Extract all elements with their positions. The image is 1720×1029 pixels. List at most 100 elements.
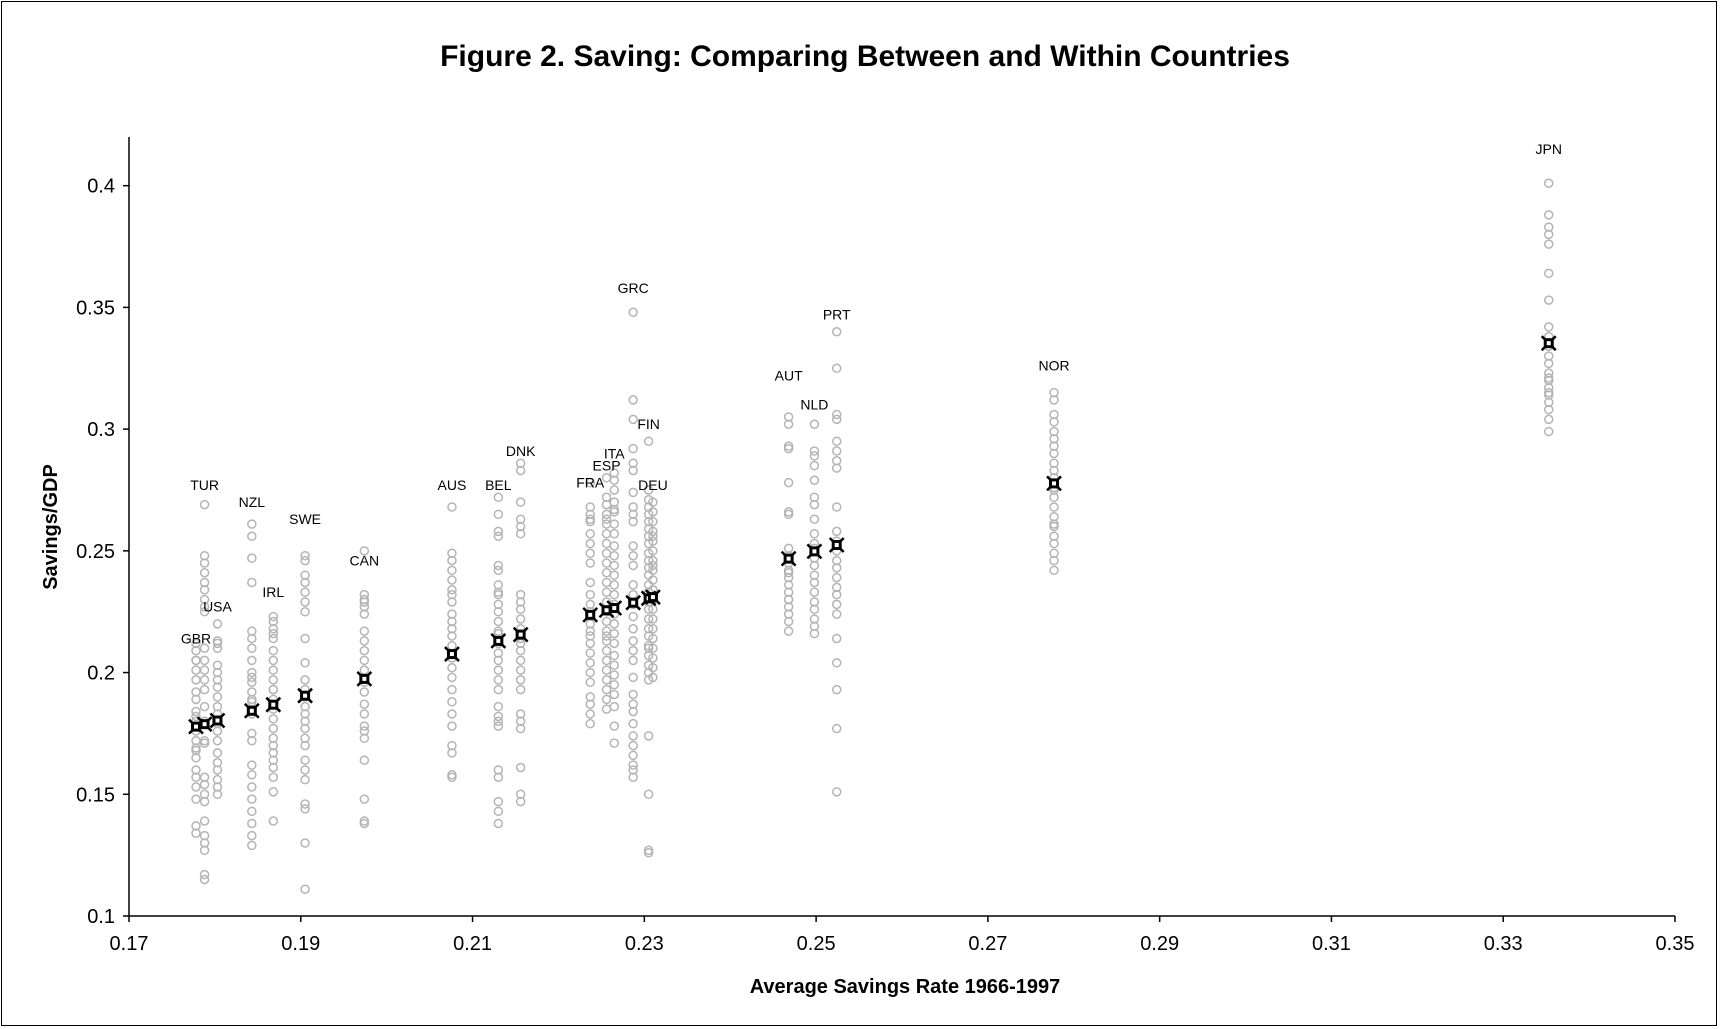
annual-point-nld	[809, 419, 820, 430]
annual-point-bel	[493, 684, 504, 695]
annual-point-dnk	[515, 675, 526, 685]
annual-point-grc	[628, 307, 638, 318]
annual-point-deu	[648, 526, 658, 537]
annual-point-nzl	[247, 677, 257, 688]
annual-point-grc	[628, 760, 638, 770]
annual-point-prt	[831, 502, 842, 512]
annual-point-swe	[300, 765, 310, 775]
annual-point-aus	[447, 641, 457, 651]
annual-point-ita	[609, 638, 620, 649]
annual-point-gbr	[191, 794, 201, 804]
annual-point-bel	[493, 701, 504, 712]
y-tick-label: 0.25	[76, 541, 115, 563]
country-label-tur: TUR	[190, 477, 219, 493]
country-label-nzl: NZL	[239, 494, 266, 510]
annual-point-ita	[609, 570, 620, 580]
annual-point-usa	[212, 643, 223, 653]
annual-point-aut	[783, 626, 794, 636]
annual-point-esp	[601, 645, 612, 656]
annual-point-swe	[300, 723, 310, 734]
annual-point-can	[359, 726, 370, 736]
country-label-esp: ESP	[593, 458, 621, 474]
annual-point-deu	[648, 643, 658, 653]
annual-point-aus	[447, 662, 457, 673]
x-tick-label: 0.35	[1656, 933, 1695, 955]
annual-point-bel	[493, 606, 504, 617]
country-label-gbr: GBR	[181, 630, 211, 646]
country-label-dnk: DNK	[506, 443, 536, 459]
annual-point-aus	[447, 589, 457, 600]
x-tick-label: 0.21	[453, 933, 492, 955]
annual-point-tur	[199, 499, 210, 510]
annual-point-aus	[447, 709, 457, 719]
average-marker-jpn	[1540, 335, 1557, 352]
annual-point-prt	[831, 589, 842, 600]
annual-point-tur	[199, 665, 210, 675]
annual-point-deu	[648, 497, 658, 507]
annual-point-bel	[493, 711, 504, 722]
annual-point-deu	[648, 604, 658, 615]
annual-point-usa	[212, 748, 223, 758]
annual-point-dnk	[515, 723, 526, 734]
annual-point-deu	[648, 633, 658, 644]
annual-point-prt	[831, 327, 842, 337]
annual-point-aus	[447, 575, 457, 585]
annual-point-tur	[199, 796, 210, 807]
annual-point-can	[359, 755, 370, 765]
annual-point-nzl	[247, 840, 257, 851]
country-label-aut: AUT	[775, 367, 803, 383]
annual-point-grc	[628, 655, 638, 666]
annual-point-aus	[447, 565, 457, 576]
annual-point-grc	[628, 689, 638, 700]
average-marker-deu	[645, 589, 661, 605]
annual-point-can	[359, 626, 370, 636]
annual-point-gbr	[191, 828, 201, 838]
annual-point-irl	[268, 665, 279, 675]
country-label-bel: BEL	[485, 477, 512, 493]
annual-point-ita	[609, 529, 620, 539]
annual-point-bel	[493, 716, 504, 726]
annual-point-nor	[1049, 565, 1059, 576]
annual-point-bel	[493, 655, 504, 666]
annual-point-gbr	[191, 665, 201, 675]
annual-point-irl	[268, 628, 279, 639]
annual-point-ita	[609, 679, 620, 690]
annual-point-swe	[300, 774, 310, 785]
annual-point-prt	[831, 409, 842, 420]
annual-point-bel	[493, 531, 504, 541]
annual-point-nld	[809, 560, 820, 571]
annual-point-fra	[585, 658, 595, 668]
y-tick-label: 0.15	[76, 784, 115, 806]
annual-point-tur	[199, 735, 210, 746]
annual-point-tur	[199, 606, 210, 617]
annual-point-esp	[601, 558, 612, 568]
annual-point-fin	[643, 604, 654, 615]
annual-point-prt	[831, 572, 842, 583]
annual-points	[191, 178, 1554, 894]
annual-point-can	[359, 794, 370, 804]
annual-point-esp	[601, 704, 612, 714]
annual-point-jpn	[1543, 268, 1554, 279]
x-tick-label: 0.19	[281, 933, 320, 955]
annual-point-swe	[300, 633, 310, 644]
annual-point-irl	[268, 675, 279, 685]
annual-point-ita	[609, 580, 620, 590]
annual-point-can	[359, 609, 370, 619]
annual-point-grc	[628, 560, 638, 571]
annual-point-fra	[585, 667, 595, 678]
annual-point-nld	[809, 587, 820, 597]
annual-point-grc	[628, 672, 638, 683]
annual-point-esp	[601, 529, 612, 539]
annual-point-esp	[601, 694, 612, 705]
annual-point-dnk	[515, 614, 526, 624]
annual-point-dnk	[515, 762, 526, 773]
annual-point-esp	[601, 548, 612, 559]
annual-point-nzl	[247, 672, 257, 683]
annual-point-gbr	[191, 706, 201, 717]
annual-point-tur	[199, 568, 210, 578]
annual-point-swe	[300, 550, 310, 561]
annual-point-can	[359, 546, 370, 556]
y-tick-label: 0.35	[76, 297, 115, 319]
annual-point-prt	[831, 463, 842, 473]
annual-point-bel	[493, 796, 504, 807]
